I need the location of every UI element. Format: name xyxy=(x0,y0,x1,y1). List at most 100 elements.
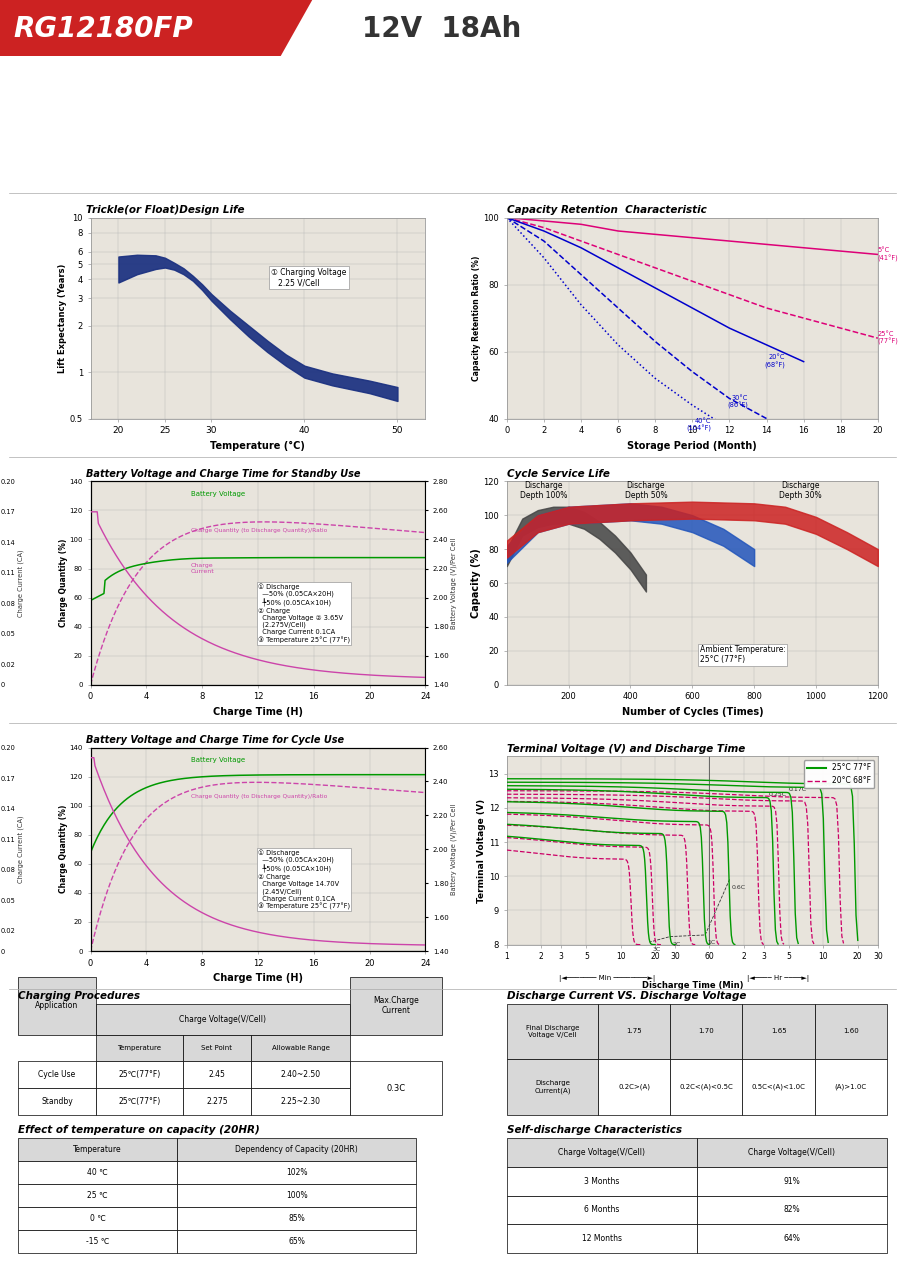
Text: RG12180FP: RG12180FP xyxy=(14,15,194,44)
X-axis label: Discharge Time (Min): Discharge Time (Min) xyxy=(642,980,743,989)
Bar xyxy=(18,1230,177,1253)
Text: 0.09C: 0.09C xyxy=(818,782,836,787)
Bar xyxy=(814,1004,887,1060)
Text: 1.70: 1.70 xyxy=(699,1028,714,1034)
Bar xyxy=(18,1138,177,1161)
Bar xyxy=(183,1061,251,1088)
Bar xyxy=(18,1184,177,1207)
Text: 1.65: 1.65 xyxy=(771,1028,786,1034)
Text: Discharge
Depth 50%: Discharge Depth 50% xyxy=(624,480,667,500)
Text: 0.6C: 0.6C xyxy=(732,884,746,890)
Text: Battery Voltage: Battery Voltage xyxy=(191,756,245,763)
Y-axis label: Capacity (%): Capacity (%) xyxy=(471,548,481,618)
Bar xyxy=(671,1060,742,1115)
Text: Set Point: Set Point xyxy=(202,1044,233,1051)
X-axis label: Storage Period (Month): Storage Period (Month) xyxy=(627,440,757,451)
Text: 5°C
(41°F): 5°C (41°F) xyxy=(878,247,899,261)
Text: Temperature: Temperature xyxy=(118,1044,161,1051)
Y-axis label: Battery Voltage (V)/Per Cell: Battery Voltage (V)/Per Cell xyxy=(450,538,457,628)
Text: ① Discharge
  —50% (0.05CA×20H)
  ╄50% (0.05CA×10H)
② Charge
  Charge Voltage ② : ① Discharge —50% (0.05CA×20H) ╄50% (0.05… xyxy=(258,582,350,644)
Legend: 25°C 77°F, 20°C 68°F: 25°C 77°F, 20°C 68°F xyxy=(804,760,874,788)
Bar xyxy=(251,1034,350,1061)
Text: 0.17C: 0.17C xyxy=(788,787,806,792)
Y-axis label: Charge Current (CA): Charge Current (CA) xyxy=(17,815,24,883)
Text: Trickle(or Float)Design Life: Trickle(or Float)Design Life xyxy=(86,205,244,215)
Bar xyxy=(18,1207,177,1230)
Text: Battery Voltage and Charge Time for Cycle Use: Battery Voltage and Charge Time for Cycl… xyxy=(86,735,344,745)
Text: Charge Voltage(V/Cell): Charge Voltage(V/Cell) xyxy=(748,1148,835,1157)
Text: 20°C
(68°F): 20°C (68°F) xyxy=(764,355,786,369)
Text: Charge Quantity (to Discharge Quantity)/Ratio: Charge Quantity (to Discharge Quantity)/… xyxy=(191,795,328,800)
Text: 6 Months: 6 Months xyxy=(584,1206,620,1215)
Text: -15 ℃: -15 ℃ xyxy=(86,1236,110,1247)
Bar xyxy=(96,1034,183,1061)
Text: Allowable Range: Allowable Range xyxy=(272,1044,329,1051)
Bar xyxy=(697,1167,887,1196)
Text: Max.Charge
Current: Max.Charge Current xyxy=(373,996,419,1015)
Bar xyxy=(671,1004,742,1060)
Text: Cycle Service Life: Cycle Service Life xyxy=(507,468,610,479)
Bar xyxy=(350,1061,442,1115)
Text: Application: Application xyxy=(35,1001,79,1010)
Text: 2C: 2C xyxy=(672,942,681,947)
Y-axis label: Charge Quantity (%): Charge Quantity (%) xyxy=(59,539,68,627)
Y-axis label: Charge Quantity (%): Charge Quantity (%) xyxy=(59,805,68,893)
Text: 0.05C: 0.05C xyxy=(848,778,866,783)
Text: Charge Quantity (to Discharge Quantity)/Ratio: Charge Quantity (to Discharge Quantity)/… xyxy=(191,529,328,534)
Text: 0.2C>(A): 0.2C>(A) xyxy=(618,1084,650,1091)
X-axis label: Number of Cycles (Times): Number of Cycles (Times) xyxy=(622,707,763,717)
Text: Ambient Temperature:
25°C (77°F): Ambient Temperature: 25°C (77°F) xyxy=(700,645,786,664)
Text: |◄──── Hr ────►|: |◄──── Hr ────►| xyxy=(747,975,809,982)
Text: Charge
Current: Charge Current xyxy=(191,563,214,573)
Text: 2.40~2.50: 2.40~2.50 xyxy=(281,1070,320,1079)
Text: ① Charging Voltage
   2.25 V/Cell: ① Charging Voltage 2.25 V/Cell xyxy=(272,268,347,287)
Text: 40°C
(104°F): 40°C (104°F) xyxy=(686,419,711,433)
Bar xyxy=(697,1224,887,1253)
Text: 3C: 3C xyxy=(653,947,661,952)
Y-axis label: Capacity Retention Ratio (%): Capacity Retention Ratio (%) xyxy=(472,256,481,380)
Text: |◄─────── Min ────────►|: |◄─────── Min ────────►| xyxy=(559,975,655,982)
Bar xyxy=(177,1138,416,1161)
Text: 25℃(77°F): 25℃(77°F) xyxy=(119,1070,160,1079)
Text: Dependency of Capacity (20HR): Dependency of Capacity (20HR) xyxy=(235,1144,358,1155)
Text: 65%: 65% xyxy=(289,1236,305,1247)
Text: Effect of temperature on capacity (20HR): Effect of temperature on capacity (20HR) xyxy=(18,1125,260,1135)
Bar xyxy=(183,1088,251,1115)
Text: Discharge
Depth 30%: Discharge Depth 30% xyxy=(779,480,822,500)
Bar xyxy=(251,1061,350,1088)
Bar xyxy=(251,1088,350,1115)
Bar xyxy=(18,1088,96,1115)
X-axis label: Temperature (°C): Temperature (°C) xyxy=(211,440,305,451)
Text: 0.25C: 0.25C xyxy=(768,792,786,797)
Text: 82%: 82% xyxy=(784,1206,800,1215)
Text: 1.60: 1.60 xyxy=(843,1028,859,1034)
Bar xyxy=(697,1196,887,1224)
X-axis label: Charge Time (H): Charge Time (H) xyxy=(213,707,303,717)
Bar xyxy=(507,1060,598,1115)
Bar xyxy=(742,1060,814,1115)
Text: 85%: 85% xyxy=(289,1213,305,1224)
Bar xyxy=(18,977,96,1034)
Bar xyxy=(350,977,442,1034)
Text: Cycle Use: Cycle Use xyxy=(38,1070,75,1079)
Text: 102%: 102% xyxy=(286,1167,308,1178)
Bar xyxy=(18,1161,177,1184)
Text: 25°C
(77°F): 25°C (77°F) xyxy=(878,332,899,346)
Bar xyxy=(742,1004,814,1060)
Text: 2.45: 2.45 xyxy=(208,1070,225,1079)
Text: Battery Voltage: Battery Voltage xyxy=(191,490,245,497)
Text: 25 ℃: 25 ℃ xyxy=(88,1190,108,1201)
Text: Standby: Standby xyxy=(41,1097,72,1106)
Text: Capacity Retention  Characteristic: Capacity Retention Characteristic xyxy=(507,205,707,215)
Y-axis label: Charge Current (CA): Charge Current (CA) xyxy=(17,549,24,617)
Text: (A)>1.0C: (A)>1.0C xyxy=(834,1084,867,1091)
Bar xyxy=(183,1034,251,1061)
Text: Charge Voltage(V/Cell): Charge Voltage(V/Cell) xyxy=(179,1015,266,1024)
Text: 2.275: 2.275 xyxy=(206,1097,228,1106)
Text: Self-discharge Characteristics: Self-discharge Characteristics xyxy=(507,1125,681,1135)
Polygon shape xyxy=(0,0,312,56)
Bar xyxy=(814,1060,887,1115)
Bar xyxy=(18,1061,96,1088)
Y-axis label: Terminal Voltage (V): Terminal Voltage (V) xyxy=(477,799,486,902)
Text: 1C: 1C xyxy=(708,940,716,945)
